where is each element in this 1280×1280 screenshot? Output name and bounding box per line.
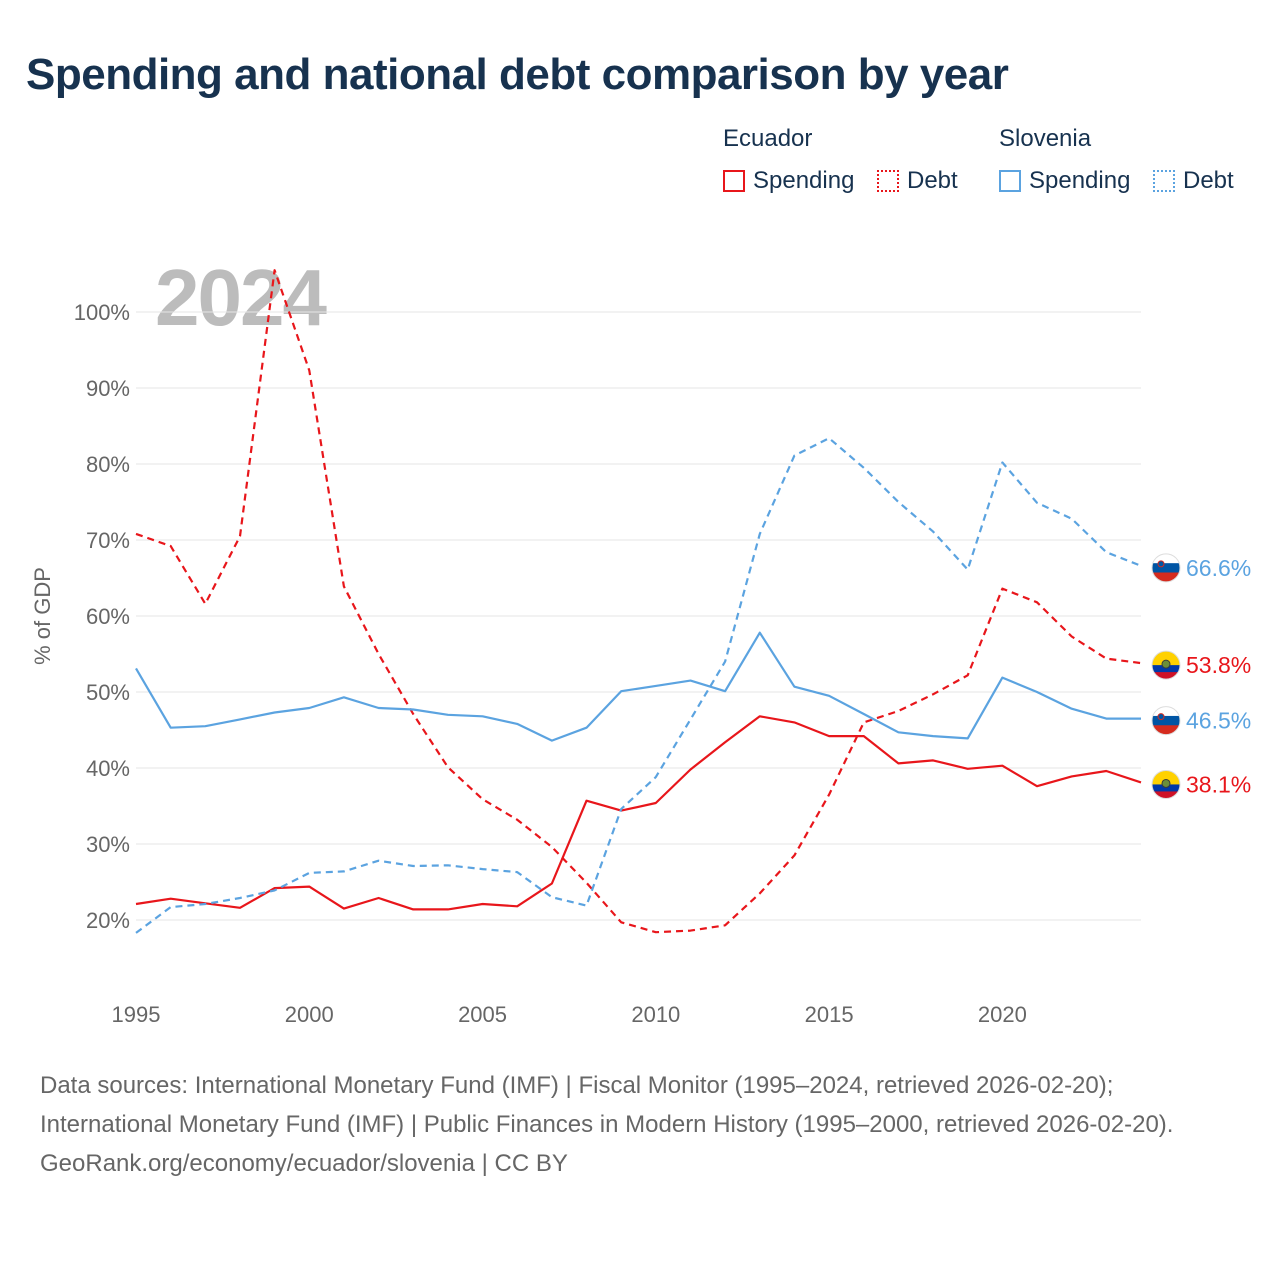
legend-ecuador-spending[interactable]: Spending: [723, 167, 854, 195]
x-tick-label-2005: 2005: [458, 1002, 507, 1027]
legend-ecuador-spending-label: Spending: [753, 167, 855, 194]
y-axis-label: % of GDP: [30, 567, 55, 665]
x-tick-label-1995: 1995: [112, 1002, 161, 1027]
x-tick-label-2020: 2020: [978, 1002, 1027, 1027]
legend-slovenia-title: Slovenia: [999, 125, 1092, 152]
series-line-ecuador-spending: [135, 715, 1142, 911]
slovenia-spending-flag-icon: [1151, 706, 1181, 736]
legend-swatch-solid-red: [723, 170, 745, 192]
y-tick-label-90: 90%: [86, 376, 130, 401]
legend-ecuador-debt[interactable]: Debt: [877, 167, 958, 195]
slovenia-debt-end-label: 66.6%: [1186, 555, 1251, 581]
x-tick-label-2000: 2000: [285, 1002, 334, 1027]
legend-slovenia-debt[interactable]: Debt: [1153, 167, 1234, 195]
y-tick-label-50: 50%: [86, 680, 130, 705]
line-chart: 20% 30% 40% 50% 60% 70% 80% 90% 100% 1995 2000 2005…: [30, 269, 1251, 1027]
legend-swatch-dotted-red: [877, 170, 899, 192]
legend-ecuador-debt-label: Debt: [907, 167, 958, 194]
ecuador-debt-end-label: 53.8%: [1186, 652, 1251, 678]
footer: Data sources: International Monetary Fun…: [40, 1066, 1250, 1183]
credit-link[interactable]: GeoRank.org/economy/ecuador/slovenia | C…: [40, 1150, 568, 1177]
legend-slovenia-spending[interactable]: Spending: [999, 167, 1130, 195]
y-tick-label-30: 30%: [86, 832, 130, 857]
series-line-ecuador-debt: [135, 269, 1142, 934]
slovenia-spending-end-label: 46.5%: [1186, 708, 1251, 734]
legend-swatch-solid-blue: [999, 170, 1021, 192]
x-tick-label-2010: 2010: [631, 1002, 680, 1027]
y-tick-label-70: 70%: [86, 528, 130, 553]
slovenia-debt-flag-icon: [1151, 553, 1181, 583]
y-tick-label-20: 20%: [86, 908, 130, 933]
y-tick-label-100: 100%: [74, 300, 130, 325]
ecuador-debt-flag-icon: [1151, 650, 1181, 680]
current-year-watermark: 2024: [155, 253, 327, 342]
y-tick-label-80: 80%: [86, 452, 130, 477]
data-sources: Data sources: International Monetary Fun…: [40, 1072, 1174, 1138]
series-line-slovenia-debt: [135, 437, 1142, 934]
legend-ecuador-title: Ecuador: [723, 125, 813, 152]
y-tick-label-60: 60%: [86, 604, 130, 629]
series-line-slovenia-spending: [135, 631, 1141, 742]
ecuador-spending-flag-icon: [1151, 769, 1181, 799]
legend-slovenia-debt-label: Debt: [1183, 167, 1234, 194]
y-tick-label-40: 40%: [86, 756, 130, 781]
legend-slovenia-spending-label: Spending: [1029, 167, 1131, 194]
x-tick-label-2015: 2015: [805, 1002, 854, 1027]
ecuador-spending-end-label: 38.1%: [1186, 771, 1251, 797]
legend-swatch-dotted-blue: [1153, 170, 1175, 192]
page-title: Spending and national debt comparison by…: [26, 50, 1009, 99]
